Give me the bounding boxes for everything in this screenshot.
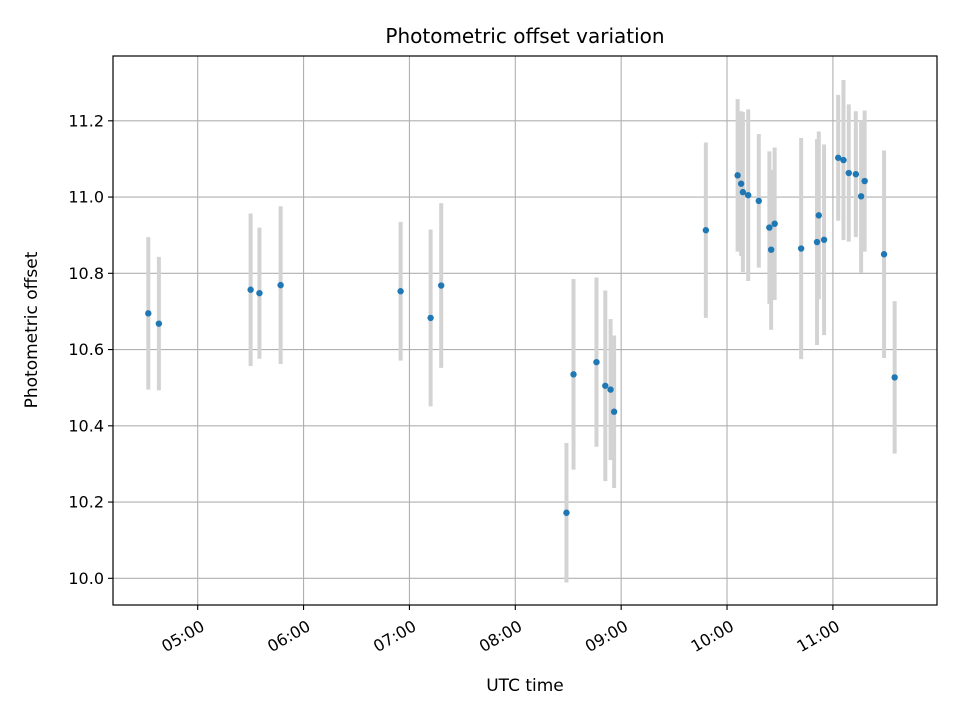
data-point (607, 386, 614, 393)
data-point (734, 172, 741, 179)
x-tick-label: 08:00 (476, 616, 525, 656)
y-tick-label: 10.6 (68, 340, 104, 359)
data-point (610, 408, 618, 415)
chart-title: Photometric offset variation (385, 24, 664, 48)
data-point (820, 236, 828, 243)
y-tick-label: 10.0 (68, 569, 104, 588)
data-point (737, 180, 745, 187)
data-point (852, 170, 860, 178)
x-tick-label: 09:00 (582, 616, 631, 656)
data-point (155, 320, 163, 327)
data-point (602, 382, 609, 389)
data-point (771, 220, 778, 227)
markers (145, 154, 898, 516)
y-tick-label: 10.8 (68, 264, 104, 283)
data-point (767, 246, 775, 253)
data-point (745, 191, 752, 199)
x-tick-label: 10:00 (688, 616, 737, 656)
x-tick-label: 05:00 (158, 616, 207, 656)
data-point (593, 358, 600, 366)
data-point (857, 193, 865, 200)
data-point (861, 177, 868, 185)
plot-frame (112, 55, 938, 606)
data-point (845, 169, 852, 177)
data-point (813, 238, 821, 246)
y-axis-title: Photometric offset (22, 251, 42, 408)
data-point (563, 509, 570, 516)
y-axis-ticks: 10.0 10.2 10.4 10.6 10.8 11.0 11.2 (68, 111, 113, 588)
errorbars (146, 80, 897, 583)
data-point (570, 371, 577, 378)
data-point (277, 281, 284, 289)
data-point (766, 224, 773, 231)
data-point (834, 154, 842, 161)
data-point (840, 156, 847, 164)
y-tick-label: 10.2 (68, 493, 104, 512)
data-point (815, 212, 822, 219)
data-point (702, 227, 710, 234)
x-axis-title: UTC time (486, 676, 564, 696)
y-tick-label: 11.2 (68, 111, 104, 130)
data-point (880, 251, 888, 258)
data-point (437, 282, 445, 289)
data-point (397, 288, 404, 295)
x-tick-label: 07:00 (370, 616, 419, 656)
x-tick-label: 11:00 (793, 616, 842, 656)
x-tick-label: 06:00 (264, 616, 313, 656)
y-tick-label: 11.0 (68, 188, 104, 207)
data-point (427, 314, 434, 322)
data-point (145, 310, 152, 317)
x-axis-ticks: 05:00 06:00 07:00 08:00 09:00 10:00 11:00 (158, 605, 843, 656)
data-point (739, 188, 747, 196)
data-point (797, 245, 805, 252)
data-point (891, 374, 898, 381)
y-tick-label: 10.4 (68, 416, 104, 435)
data-point (256, 289, 263, 297)
data-point (247, 286, 254, 293)
grid (113, 56, 937, 605)
data-point (755, 197, 762, 205)
